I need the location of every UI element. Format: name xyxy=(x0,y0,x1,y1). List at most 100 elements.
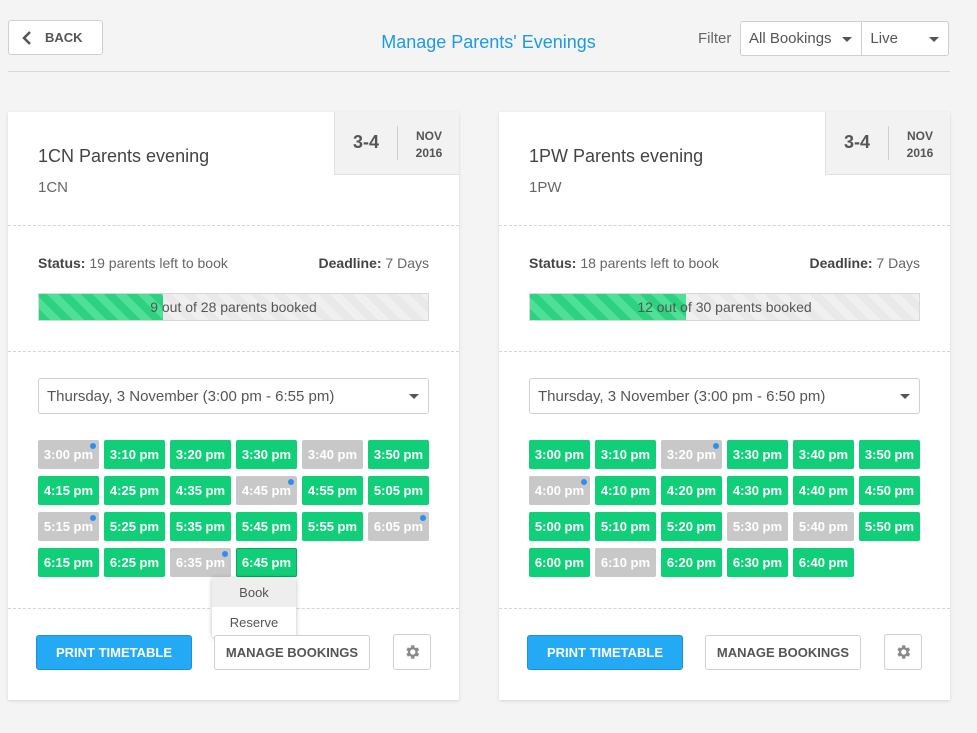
deadline-value: 7 Days xyxy=(876,255,920,271)
time-slot-button[interactable]: 6:40 pm xyxy=(793,548,854,577)
day-select[interactable]: Thursday, 3 November (3:00 pm - 6:55 pm) xyxy=(38,378,429,414)
time-slot-label: 4:20 pm xyxy=(666,483,717,498)
booking-progress-bar: 9 out of 28 parents booked xyxy=(38,293,429,321)
time-slot-button[interactable]: 5:15 pm xyxy=(38,512,99,541)
time-slot-label: 6:25 pm xyxy=(109,555,160,570)
time-slot-button[interactable]: 5:30 pm xyxy=(727,512,788,541)
time-slot-label: 5:30 pm xyxy=(732,519,783,534)
time-slot-button[interactable]: 3:10 pm xyxy=(595,440,656,469)
time-slot-label: 3:20 pm xyxy=(666,447,717,462)
indicator-dot-icon xyxy=(90,515,96,521)
settings-button[interactable] xyxy=(393,634,431,670)
time-slot-label: 5:05 pm xyxy=(373,483,424,498)
time-slot-label: 5:45 pm xyxy=(241,519,292,534)
print-timetable-button[interactable]: PRINT TIMETABLE xyxy=(36,635,192,670)
time-slot-button[interactable]: 3:20 pm xyxy=(170,440,231,469)
time-slot-button[interactable]: 6:05 pm xyxy=(368,512,429,541)
menu-item-reserve[interactable]: Reserve xyxy=(229,614,279,630)
back-button[interactable]: BACK xyxy=(8,20,103,55)
date-range: 3-4 xyxy=(352,132,379,152)
divider xyxy=(499,608,950,609)
time-slot-button[interactable]: 3:50 pm xyxy=(368,440,429,469)
status-text: Status: 19 parents left to book xyxy=(38,255,228,271)
day-select-value: Thursday, 3 November (3:00 pm - 6:55 pm) xyxy=(47,387,335,405)
settings-button[interactable] xyxy=(884,634,922,670)
chevron-left-icon xyxy=(22,30,31,45)
time-slot-button[interactable]: 6:15 pm xyxy=(38,548,99,577)
indicator-dot-icon xyxy=(222,551,228,557)
manage-bookings-button[interactable]: MANAGE BOOKINGS xyxy=(214,635,370,670)
filter-type-select[interactable]: All Bookings xyxy=(741,22,863,55)
indicator-dot-icon xyxy=(581,479,587,485)
status-value: 19 parents left to book xyxy=(89,255,228,271)
indicator-dot-icon xyxy=(713,443,719,449)
date-box: 3-4 NOV 2016 xyxy=(334,112,459,175)
filter-label: Filter xyxy=(698,30,732,47)
time-slot-button[interactable]: 3:30 pm xyxy=(727,440,788,469)
print-timetable-button[interactable]: PRINT TIMETABLE xyxy=(527,635,683,670)
deadline-text: Deadline: 7 Days xyxy=(810,255,920,271)
time-slot-button[interactable]: 6:30 pm xyxy=(727,548,788,577)
time-slot-button[interactable]: 6:00 pm xyxy=(529,548,590,577)
time-slot-button[interactable]: 4:55 pm xyxy=(302,476,363,505)
time-slot-button[interactable]: 5:00 pm xyxy=(529,512,590,541)
time-slot-button[interactable]: 5:45 pm xyxy=(236,512,297,541)
time-slot-button[interactable]: 3:50 pm xyxy=(859,440,920,469)
time-slot-button[interactable]: 4:25 pm xyxy=(104,476,165,505)
time-slot-button[interactable]: 5:35 pm xyxy=(170,512,231,541)
time-slot-label: 3:10 pm xyxy=(109,447,160,462)
time-slot-button[interactable]: 5:05 pm xyxy=(368,476,429,505)
manage-bookings-button[interactable]: MANAGE BOOKINGS xyxy=(705,635,861,670)
time-slot-label: 4:30 pm xyxy=(732,483,783,498)
back-label: BACK xyxy=(45,30,83,45)
time-slot-button[interactable]: 4:00 pm xyxy=(529,476,590,505)
time-slot-label: 3:50 pm xyxy=(864,447,915,462)
card-subtitle: 1CN xyxy=(38,179,69,196)
status-label: Status: xyxy=(529,255,577,271)
time-slot-button[interactable]: 3:30 pm xyxy=(236,440,297,469)
time-slot-button[interactable]: 5:50 pm xyxy=(859,512,920,541)
time-slot-button[interactable]: 3:00 pm xyxy=(529,440,590,469)
time-slot-button[interactable]: 3:40 pm xyxy=(793,440,854,469)
caret-down-icon xyxy=(900,394,910,399)
filter-group: All Bookings Live xyxy=(740,21,949,56)
time-slot-button[interactable]: 4:40 pm xyxy=(793,476,854,505)
time-slot-label: 3:40 pm xyxy=(307,447,358,462)
deadline-value: 7 Days xyxy=(385,255,429,271)
menu-item-book[interactable]: Book xyxy=(212,577,296,607)
time-slot-button[interactable]: 6:25 pm xyxy=(104,548,165,577)
date-year: 2016 xyxy=(415,146,443,160)
time-slot-button[interactable]: 4:50 pm xyxy=(859,476,920,505)
time-slot-button[interactable]: 6:10 pm xyxy=(595,548,656,577)
time-slot-button[interactable]: 3:10 pm xyxy=(104,440,165,469)
time-slot-button[interactable]: 6:45 pm xyxy=(236,548,297,577)
time-slot-button[interactable]: 5:25 pm xyxy=(104,512,165,541)
card-title: 1PW Parents evening xyxy=(529,146,704,166)
time-slot-label: 6:40 pm xyxy=(798,555,849,570)
time-slot-button[interactable]: 6:35 pm xyxy=(170,548,231,577)
day-select[interactable]: Thursday, 3 November (3:00 pm - 6:50 pm) xyxy=(529,378,920,414)
filter-state-select[interactable]: Live xyxy=(862,22,948,55)
time-slot-button[interactable]: 6:20 pm xyxy=(661,548,722,577)
time-slot-label: 4:40 pm xyxy=(798,483,849,498)
time-slot-button[interactable]: 3:20 pm xyxy=(661,440,722,469)
time-slot-label: 4:45 pm xyxy=(241,483,292,498)
time-slot-button[interactable]: 5:20 pm xyxy=(661,512,722,541)
time-slot-button[interactable]: 5:40 pm xyxy=(793,512,854,541)
gear-icon xyxy=(897,645,911,659)
date-separator xyxy=(397,126,398,160)
time-slot-label: 5:15 pm xyxy=(43,519,94,534)
time-slot-button[interactable]: 5:55 pm xyxy=(302,512,363,541)
time-slot-button[interactable]: 5:10 pm xyxy=(595,512,656,541)
time-slot-button[interactable]: 4:35 pm xyxy=(170,476,231,505)
time-slot-button[interactable]: 4:10 pm xyxy=(595,476,656,505)
progress-text: 9 out of 28 parents booked xyxy=(150,299,317,315)
status-label: Status: xyxy=(38,255,86,271)
time-slot-label: 5:55 pm xyxy=(307,519,358,534)
time-slot-button[interactable]: 4:30 pm xyxy=(727,476,788,505)
time-slot-button[interactable]: 4:45 pm xyxy=(236,476,297,505)
time-slot-button[interactable]: 3:40 pm xyxy=(302,440,363,469)
time-slot-button[interactable]: 4:20 pm xyxy=(661,476,722,505)
time-slot-button[interactable]: 3:00 pm xyxy=(38,440,99,469)
time-slot-button[interactable]: 4:15 pm xyxy=(38,476,99,505)
